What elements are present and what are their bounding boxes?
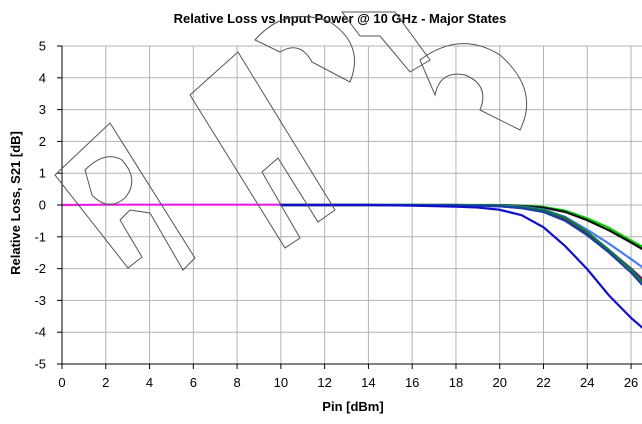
- x-tick-label: 16: [405, 375, 419, 390]
- series-line-3: [279, 203, 642, 250]
- chart-title: Relative Loss vs Input Power @ 10 GHz - …: [174, 11, 507, 26]
- x-tick-label: 6: [190, 375, 197, 390]
- y-tick-label: 4: [39, 70, 46, 85]
- series-layer: [62, 203, 642, 329]
- y-tick-label: 2: [39, 134, 46, 149]
- x-tick-label: 26: [624, 375, 638, 390]
- y-axis-label: Relative Loss, S21 [dB]: [8, 131, 23, 275]
- y-tick-label: -1: [34, 229, 46, 244]
- watermark: [54, 11, 528, 271]
- y-tick-label: -5: [34, 357, 46, 372]
- y-tick-label: -3: [34, 293, 46, 308]
- y-tick-label: 1: [39, 166, 46, 181]
- series-line-8: [279, 203, 642, 329]
- series-line-5: [279, 203, 642, 280]
- axes: [57, 45, 642, 369]
- x-tick-label: 12: [317, 375, 331, 390]
- x-tick-labels: 0 2 4 6 8 10 12 14 16 18 20 22 24 26: [58, 375, 638, 390]
- y-tick-labels: 5 4 3 2 1 0 -1 -2 -3 -4 -5: [34, 39, 46, 372]
- x-axis-label: Pin [dBm]: [322, 399, 383, 414]
- series-line-2: [279, 203, 642, 248]
- x-tick-label: 22: [536, 375, 550, 390]
- y-tick-label: -4: [34, 325, 46, 340]
- x-tick-label: 4: [146, 375, 153, 390]
- x-tick-label: 8: [233, 375, 240, 390]
- y-tick-label: 0: [39, 198, 46, 213]
- y-tick-label: 3: [39, 102, 46, 117]
- x-tick-label: 24: [580, 375, 594, 390]
- x-tick-label: 10: [274, 375, 288, 390]
- x-tick-label: 0: [58, 375, 65, 390]
- x-tick-label: 2: [102, 375, 109, 390]
- x-tick-label: 20: [493, 375, 507, 390]
- y-tick-label: -2: [34, 261, 46, 276]
- y-tick-label: 5: [39, 39, 46, 54]
- series-line-7: [279, 203, 642, 286]
- x-tick-label: 14: [361, 375, 375, 390]
- x-tick-label: 18: [449, 375, 463, 390]
